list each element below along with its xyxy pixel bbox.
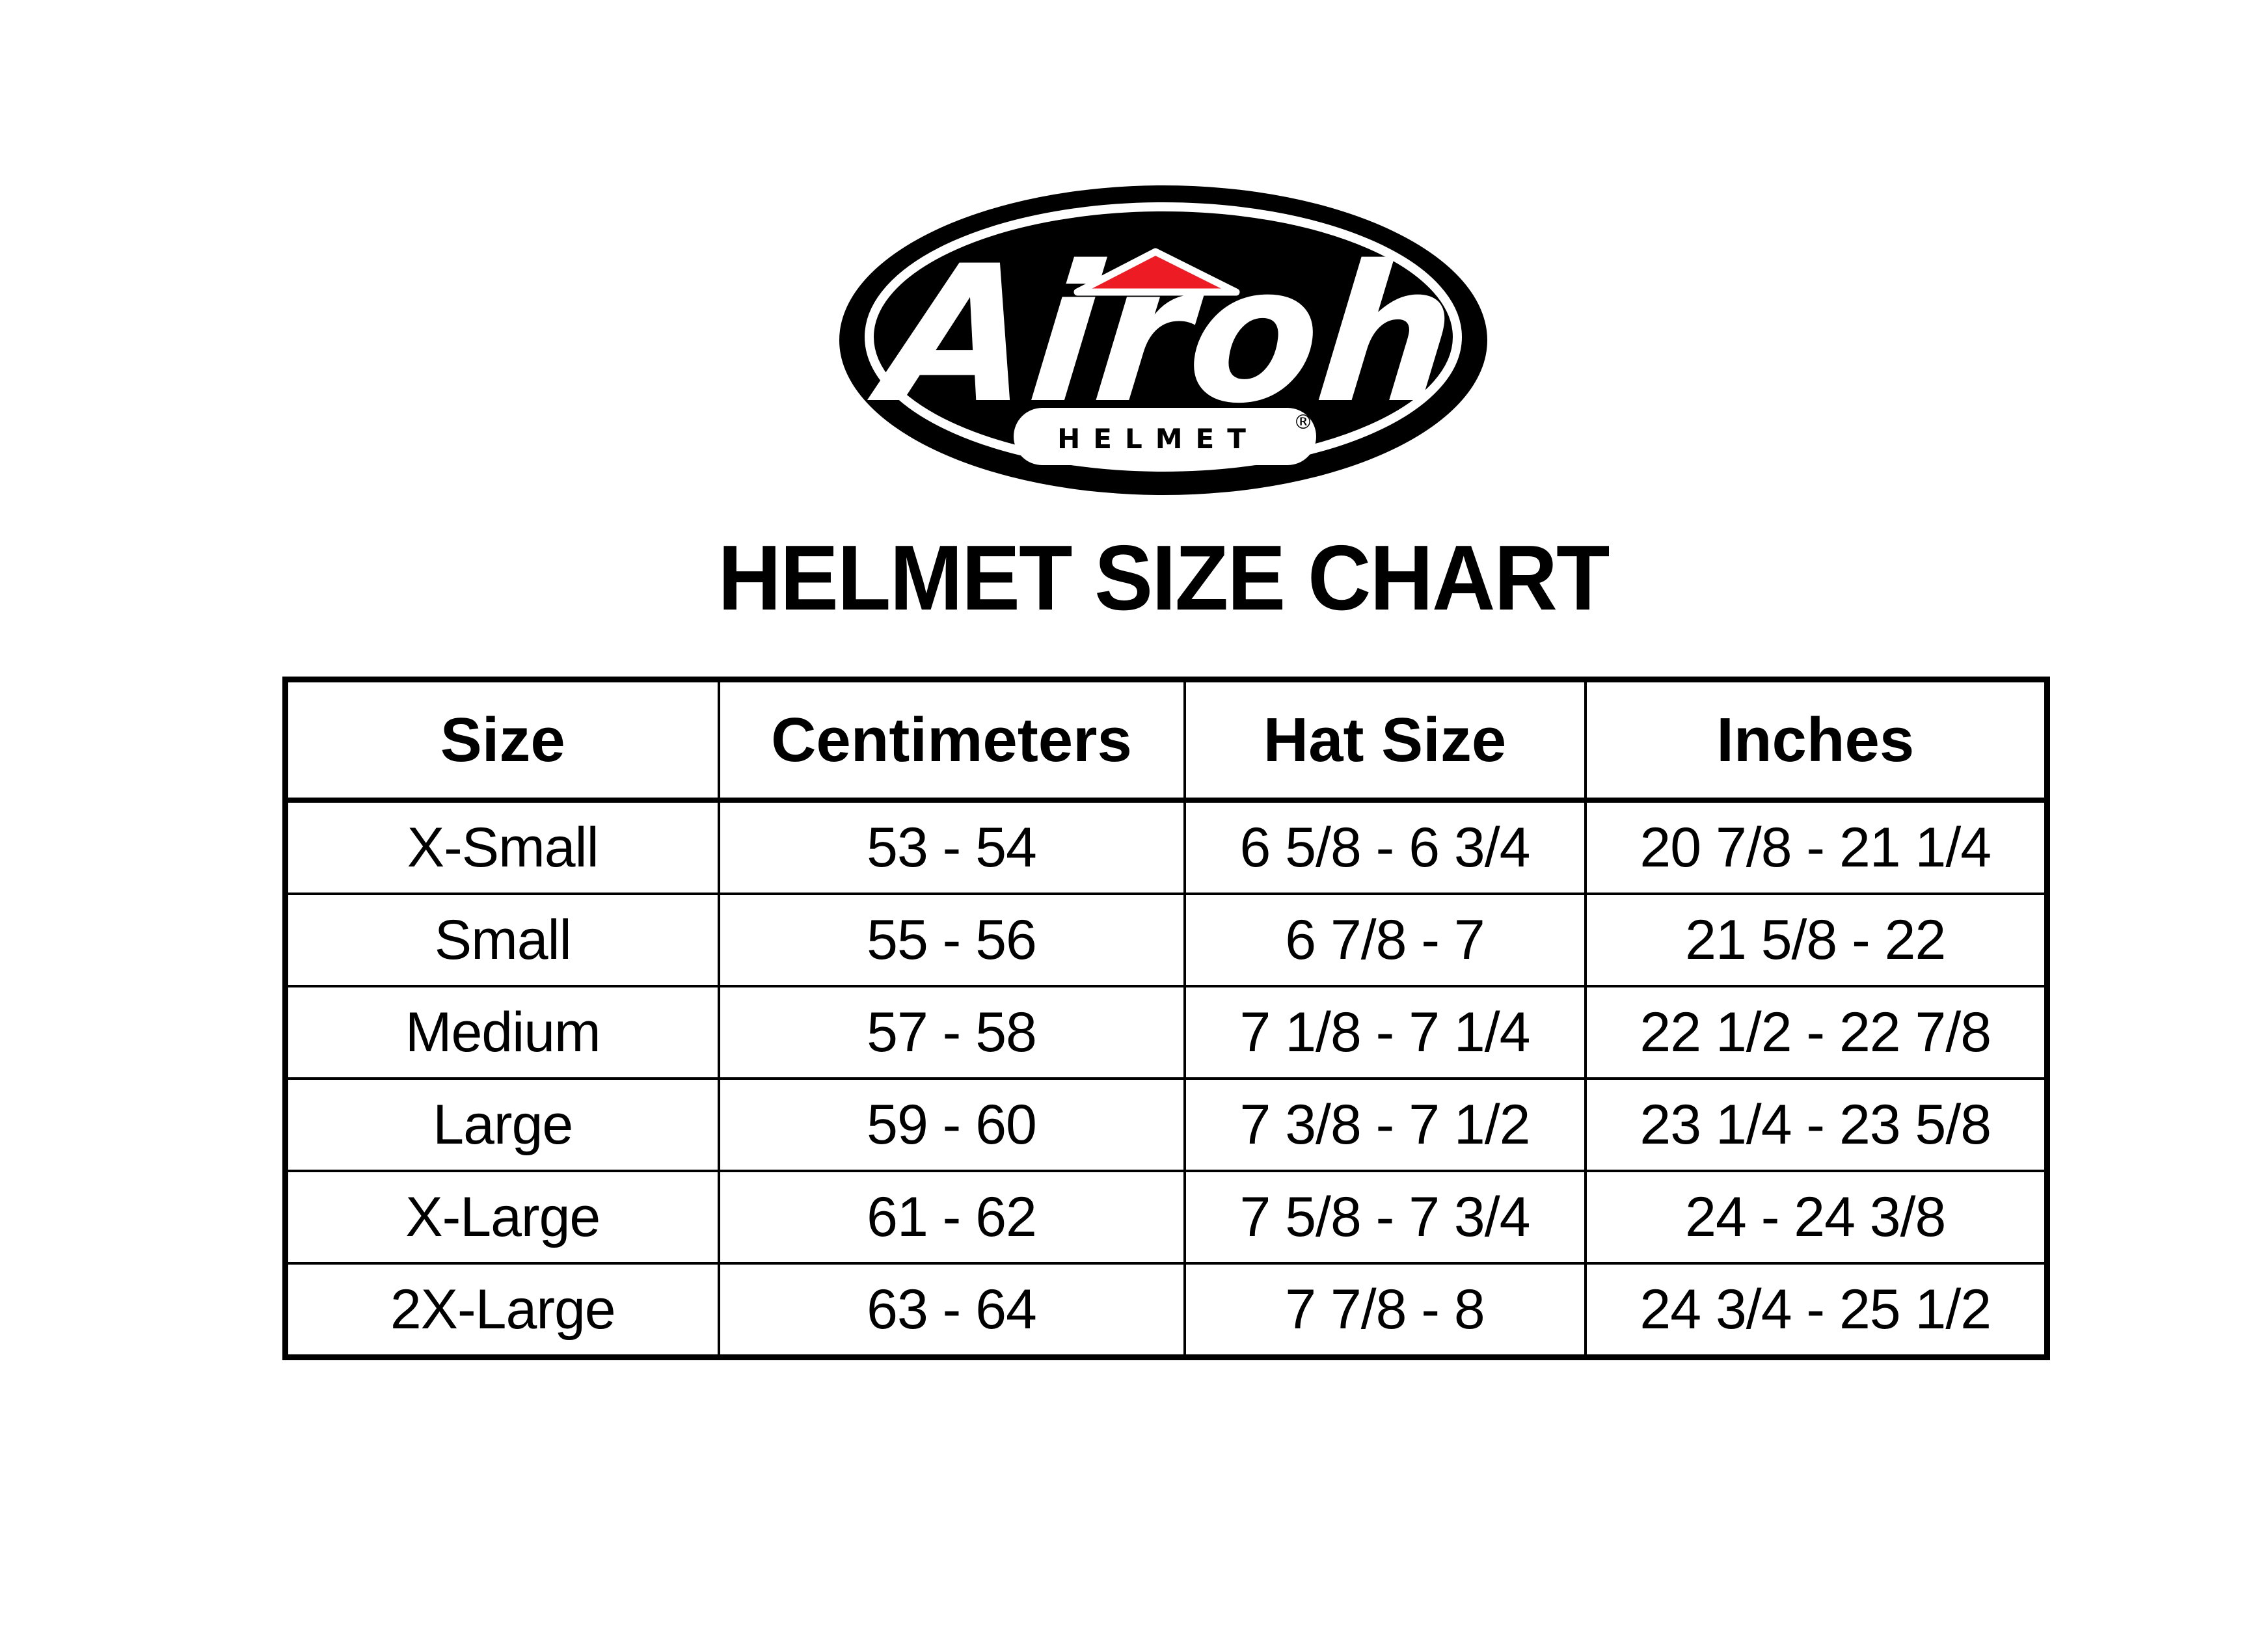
hat-size-cell: 7 3/8 - 7 1/2 (1183, 1077, 1587, 1172)
inches-cell: 24 3/4 - 25 1/2 (1584, 1262, 2049, 1359)
centimeters-cell: 63 - 64 (717, 1262, 1186, 1359)
logo-subtext: HELMET (1057, 423, 1259, 455)
column-header-inches: Inches (1584, 678, 2049, 803)
column-header-size: Size (284, 678, 720, 803)
logo-ring (865, 202, 1462, 472)
table-row: Large 59 - 60 7 3/8 - 7 1/2 23 1/4 - 23 … (284, 1077, 2049, 1172)
inches-cell: 22 1/2 - 22 7/8 (1584, 985, 2049, 1080)
column-header-hat-size: Hat Size (1183, 678, 1587, 803)
helmet-size-table: Size Centimeters Hat Size Inches X-Small… (282, 677, 2050, 1360)
airoh-logo: Airoh HELMET ® (839, 185, 1487, 495)
hat-size-cell: 7 5/8 - 7 3/4 (1183, 1170, 1587, 1265)
logo-badge-background (839, 185, 1487, 495)
inches-cell: 21 5/8 - 22 (1584, 893, 2049, 987)
inches-cell: 20 7/8 - 21 1/4 (1584, 799, 2049, 895)
table-row: 2X-Large 63 - 64 7 7/8 - 8 24 3/4 - 25 1… (284, 1262, 2049, 1359)
size-cell: 2X-Large (284, 1262, 720, 1359)
centimeters-cell: 57 - 58 (717, 985, 1186, 1080)
size-cell: Small (284, 893, 720, 987)
table-row: Medium 57 - 58 7 1/8 - 7 1/4 22 1/2 - 22… (284, 985, 2049, 1080)
logo-triangle-icon (1073, 248, 1240, 296)
hat-size-cell: 7 7/8 - 8 (1183, 1262, 1587, 1359)
centimeters-cell: 61 - 62 (717, 1170, 1186, 1265)
hat-size-cell: 6 5/8 - 6 3/4 (1183, 799, 1587, 895)
size-cell: Medium (284, 985, 720, 1080)
centimeters-cell: 53 - 54 (717, 799, 1186, 895)
hat-size-cell: 7 1/8 - 7 1/4 (1183, 985, 1587, 1080)
table-row: X-Large 61 - 62 7 5/8 - 7 3/4 24 - 24 3/… (284, 1170, 2049, 1265)
centimeters-cell: 59 - 60 (717, 1077, 1186, 1172)
hat-size-cell: 6 7/8 - 7 (1183, 893, 1587, 987)
centimeters-cell: 55 - 56 (717, 893, 1186, 987)
table-header-row: Size Centimeters Hat Size Inches (284, 678, 2049, 803)
size-cell: Large (284, 1077, 720, 1172)
logo-subtext-pill (1014, 408, 1316, 465)
page-title: HELMET SIZE CHART (718, 526, 1610, 630)
inches-cell: 23 1/4 - 23 5/8 (1584, 1077, 2049, 1172)
size-cell: X-Small (284, 799, 720, 895)
column-header-centimeters: Centimeters (717, 678, 1186, 803)
logo-registered-mark: ® (1293, 411, 1313, 434)
table-row: X-Small 53 - 54 6 5/8 - 6 3/4 20 7/8 - 2… (284, 799, 2049, 895)
table-row: Small 55 - 56 6 7/8 - 7 21 5/8 - 22 (284, 893, 2049, 987)
inches-cell: 24 - 24 3/8 (1584, 1170, 2049, 1265)
size-cell: X-Large (284, 1170, 720, 1265)
